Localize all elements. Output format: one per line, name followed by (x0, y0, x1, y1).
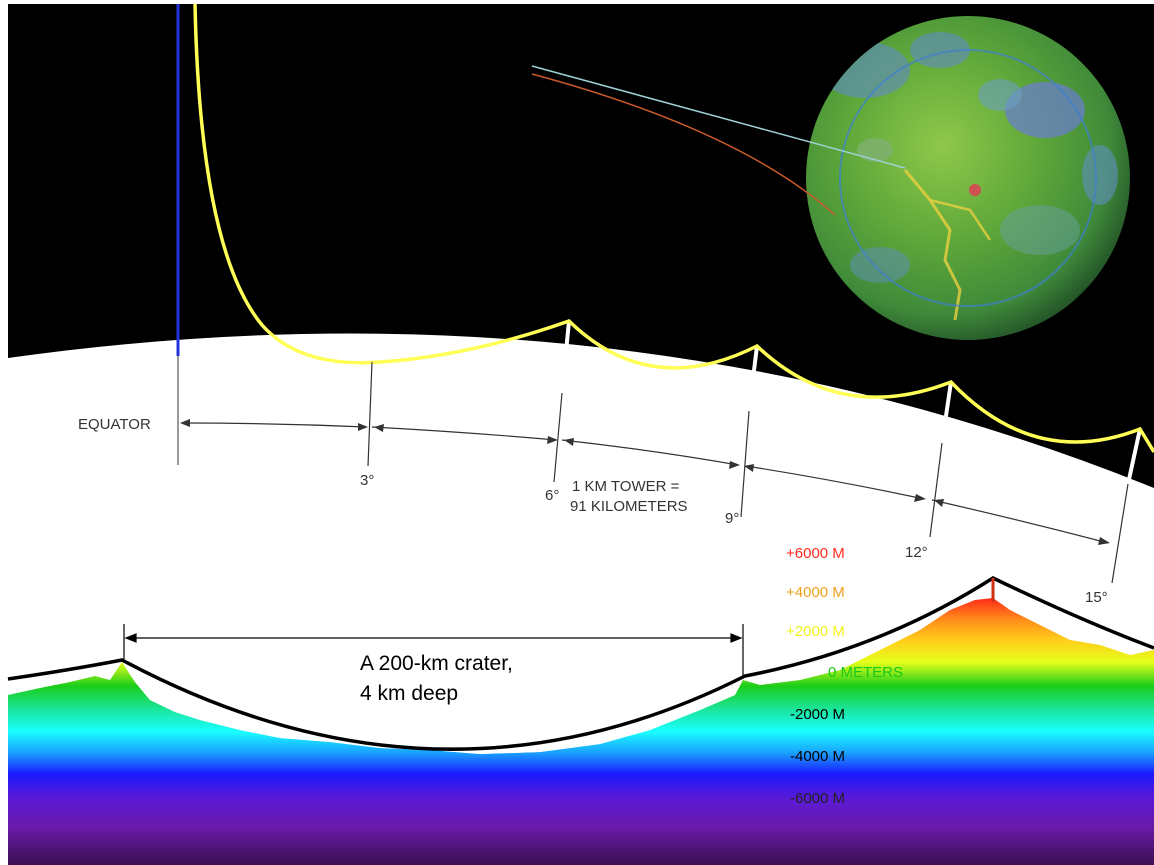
elev-label-2: +2000 M (786, 623, 845, 640)
moon-globe (806, 16, 1130, 340)
elev-label-1: +4000 M (786, 584, 845, 601)
degree-label-6: 6° (545, 487, 559, 504)
degree-arrowheads (180, 419, 1110, 545)
tower-scale-label-line1: 1 KM TOWER = (572, 478, 680, 495)
terrain-profile (8, 598, 1154, 865)
degree-label-9: 9° (725, 510, 739, 527)
cable (193, 3, 1154, 453)
elev-label-4: -2000 M (790, 706, 845, 723)
crater-floor-fill (122, 662, 745, 754)
elev-label-5: -4000 M (790, 748, 845, 765)
elev-label-0: +6000 M (786, 545, 845, 562)
tower-scale-label-line2: 91 KILOMETERS (570, 498, 688, 515)
elevation-scale: +6000 M +4000 M +2000 M 0 METERS -2000 M… (786, 545, 903, 807)
elev-label-6: -6000 M (790, 790, 845, 807)
degree-label-12: 12° (905, 544, 928, 561)
degree-label-15: 15° (1085, 589, 1108, 606)
pointer-line-red (531, 73, 836, 216)
degree-label-3: 3° (360, 472, 374, 489)
surface-curve (7, 576, 1154, 751)
crater-label-line2: 4 km deep (360, 682, 458, 705)
equator-label: EQUATOR (78, 416, 151, 433)
towers (560, 320, 1142, 485)
degree-arc (182, 422, 1109, 544)
pointer-line-blue (531, 65, 906, 169)
crater-width-dimension (123, 624, 744, 676)
degree-tick-lines (367, 361, 1129, 584)
crater-label-line1: A 200-km crater, (360, 652, 513, 675)
elev-label-3: 0 METERS (828, 664, 903, 681)
